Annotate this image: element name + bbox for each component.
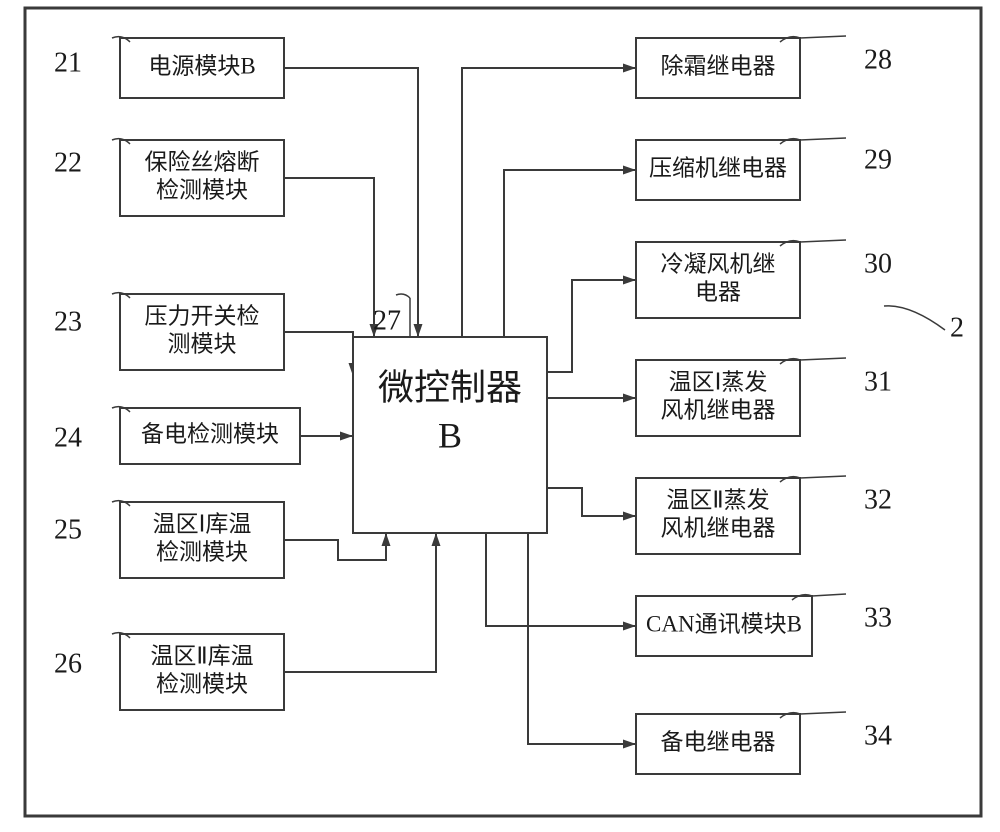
svg-text:2: 2 — [950, 312, 964, 343]
svg-text:测模块: 测模块 — [168, 331, 237, 356]
svg-text:检测模块: 检测模块 — [156, 539, 248, 564]
svg-text:22: 22 — [54, 147, 82, 178]
svg-text:微控制器: 微控制器 — [378, 367, 522, 407]
svg-text:26: 26 — [54, 648, 82, 679]
svg-text:除霜继电器: 除霜继电器 — [661, 53, 776, 78]
svg-text:冷凝风机继: 冷凝风机继 — [661, 251, 776, 276]
svg-text:21: 21 — [54, 47, 82, 78]
svg-text:检测模块: 检测模块 — [156, 177, 248, 202]
svg-text:备电继电器: 备电继电器 — [661, 729, 776, 754]
svg-text:25: 25 — [54, 514, 82, 545]
svg-text:备电检测模块: 备电检测模块 — [141, 421, 279, 446]
svg-text:温区Ⅱ蒸发: 温区Ⅱ蒸发 — [666, 487, 769, 512]
svg-text:温区Ⅰ库温: 温区Ⅰ库温 — [153, 511, 252, 536]
svg-text:28: 28 — [864, 44, 892, 75]
svg-text:B: B — [438, 415, 462, 455]
svg-text:33: 33 — [864, 602, 892, 633]
svg-text:风机继电器: 风机继电器 — [661, 397, 776, 422]
svg-text:保险丝熔断: 保险丝熔断 — [145, 149, 260, 174]
svg-text:检测模块: 检测模块 — [156, 671, 248, 696]
svg-text:23: 23 — [54, 306, 82, 337]
svg-text:31: 31 — [864, 366, 892, 397]
svg-text:29: 29 — [864, 144, 892, 175]
svg-text:24: 24 — [54, 422, 82, 453]
svg-text:风机继电器: 风机继电器 — [661, 515, 776, 540]
svg-text:压缩机继电器: 压缩机继电器 — [649, 155, 787, 180]
svg-text:CAN通讯模块B: CAN通讯模块B — [646, 611, 802, 636]
block-diagram: 微控制器 B 27 电源模块B 21 保险丝熔断检测模块 22 压力开关检测模块 23 备电检测模… — [0, 0, 1000, 832]
svg-text:电源模块B: 电源模块B — [148, 53, 255, 78]
svg-text:压力开关检: 压力开关检 — [145, 303, 260, 328]
svg-text:34: 34 — [864, 720, 892, 751]
svg-text:温区Ⅱ库温: 温区Ⅱ库温 — [150, 643, 253, 668]
svg-text:32: 32 — [864, 484, 892, 515]
svg-text:30: 30 — [864, 248, 892, 279]
svg-text:电器: 电器 — [695, 279, 741, 304]
svg-text:27: 27 — [373, 305, 401, 336]
svg-text:温区Ⅰ蒸发: 温区Ⅰ蒸发 — [669, 369, 768, 394]
